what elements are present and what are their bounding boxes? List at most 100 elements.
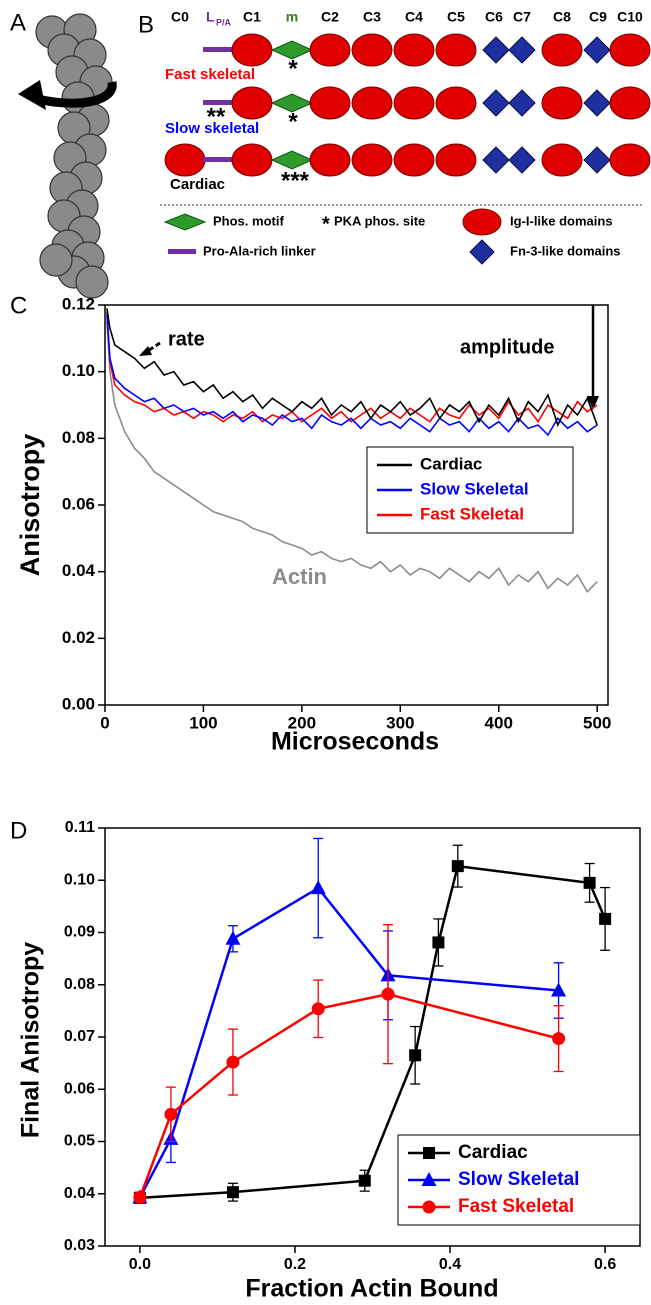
actin-monomer xyxy=(39,243,73,277)
ig-domain xyxy=(609,86,651,120)
row-label: Slow skeletal xyxy=(165,120,259,137)
plot-frame xyxy=(104,827,641,1247)
legend-label: Slow Skeletal xyxy=(458,1169,579,1190)
domain-header: C6 xyxy=(485,9,503,25)
ig-domain xyxy=(435,86,477,120)
marker xyxy=(599,912,612,925)
legend-label: Fast Skeletal xyxy=(420,504,524,523)
legend-text: Phos. motif xyxy=(213,213,284,228)
legend-marker xyxy=(422,1200,436,1214)
x-tick-label: 400 xyxy=(485,713,513,732)
ig-domain xyxy=(309,143,351,177)
series-line xyxy=(106,314,598,437)
domain-header: C5 xyxy=(447,9,465,25)
y-tick-label: 0.03 xyxy=(64,1237,95,1254)
panel-label: D xyxy=(10,817,27,844)
x-tick-label: 0.0 xyxy=(129,1256,151,1273)
marker xyxy=(226,1186,239,1199)
marker xyxy=(164,1107,178,1121)
legend-icon xyxy=(462,208,502,236)
domain-header: C4 xyxy=(405,9,423,25)
domain-header: C9 xyxy=(589,9,607,25)
x-tick-label: 300 xyxy=(386,713,414,732)
y-axis-title: Anisotropy xyxy=(15,434,45,577)
row-label: Cardiac xyxy=(170,176,225,193)
fn-domain xyxy=(583,89,611,117)
x-tick-label: 500 xyxy=(583,713,611,732)
y-tick-label: 0.05 xyxy=(64,1133,95,1150)
marker xyxy=(381,987,395,1001)
panel-label: A xyxy=(10,9,26,36)
pka-site: ** xyxy=(207,103,226,130)
legend-text: PKA phos. site xyxy=(334,213,425,228)
annotation-arrow xyxy=(145,341,161,354)
pka-site: *** xyxy=(281,167,310,194)
fn-domain xyxy=(583,146,611,174)
ig-domain xyxy=(351,33,393,67)
legend-icon xyxy=(163,213,207,231)
legend-label: Fast Skeletal xyxy=(458,1196,574,1217)
y-axis-title: Final Anisotropy xyxy=(17,942,45,1138)
marker xyxy=(311,1002,325,1016)
fn-domain xyxy=(508,36,536,64)
fn-domain xyxy=(482,146,510,174)
pka-site: * xyxy=(288,108,298,135)
fn-domain xyxy=(508,146,536,174)
annotation: rate xyxy=(168,328,205,350)
legend-icon xyxy=(168,249,196,254)
series-line xyxy=(106,321,598,593)
domain-header: C3 xyxy=(363,9,381,25)
y-tick-label: 0.11 xyxy=(65,819,95,836)
x-tick-label: 200 xyxy=(288,713,316,732)
y-tick-label: 0.07 xyxy=(64,1028,95,1045)
y-tick-label: 0.08 xyxy=(62,428,95,447)
ig-domain xyxy=(351,143,393,177)
ig-domain xyxy=(609,143,651,177)
annotation: amplitude xyxy=(460,336,554,358)
marker xyxy=(133,1190,147,1204)
marker xyxy=(226,1055,240,1069)
actin-monomer xyxy=(75,265,109,299)
x-tick-label: 0.2 xyxy=(284,1256,306,1273)
y-tick-label: 0.10 xyxy=(62,361,95,380)
phos-motif xyxy=(270,150,314,170)
ig-domain xyxy=(231,33,273,67)
domain-header: C8 xyxy=(553,9,571,25)
domain-header: C7 xyxy=(513,9,531,25)
series-line xyxy=(106,308,598,428)
y-tick-label: 0.09 xyxy=(64,924,95,941)
marker xyxy=(432,936,445,949)
domain-header-sub: P/A xyxy=(216,17,232,27)
x-tick-label: 0.6 xyxy=(594,1256,616,1273)
ig-domain xyxy=(309,86,351,120)
ig-domain xyxy=(435,33,477,67)
marker xyxy=(409,1049,422,1062)
annotation-arrow xyxy=(587,396,599,410)
legend-label: Cardiac xyxy=(458,1142,528,1163)
rotation-arrow xyxy=(32,81,117,108)
y-tick-label: 0.04 xyxy=(62,561,96,580)
ig-domain xyxy=(351,86,393,120)
row-label: Fast skeletal xyxy=(165,66,255,83)
plot-frame xyxy=(104,304,609,706)
linker xyxy=(203,47,235,52)
y-tick-label: 0.08 xyxy=(64,976,95,993)
actin-filament xyxy=(18,13,117,299)
panel-label: C xyxy=(10,292,27,319)
legend-text: Fn-3-like domains xyxy=(510,243,621,258)
fn-domain xyxy=(508,89,536,117)
x-tick-label: 100 xyxy=(189,713,217,732)
legend-icon xyxy=(469,239,495,265)
ig-domain xyxy=(541,86,583,120)
series-line xyxy=(138,886,559,1198)
legend-marker xyxy=(421,1172,437,1186)
domain-header: C0 xyxy=(171,9,189,25)
legend-text: Ig-I-like domains xyxy=(510,213,613,228)
legend-marker xyxy=(423,1147,435,1159)
y-tick-label: 0.12 xyxy=(62,294,95,313)
annotation-arrow xyxy=(139,346,152,356)
legend-label: Cardiac xyxy=(420,454,482,473)
linker xyxy=(203,100,235,105)
linker xyxy=(203,157,235,162)
